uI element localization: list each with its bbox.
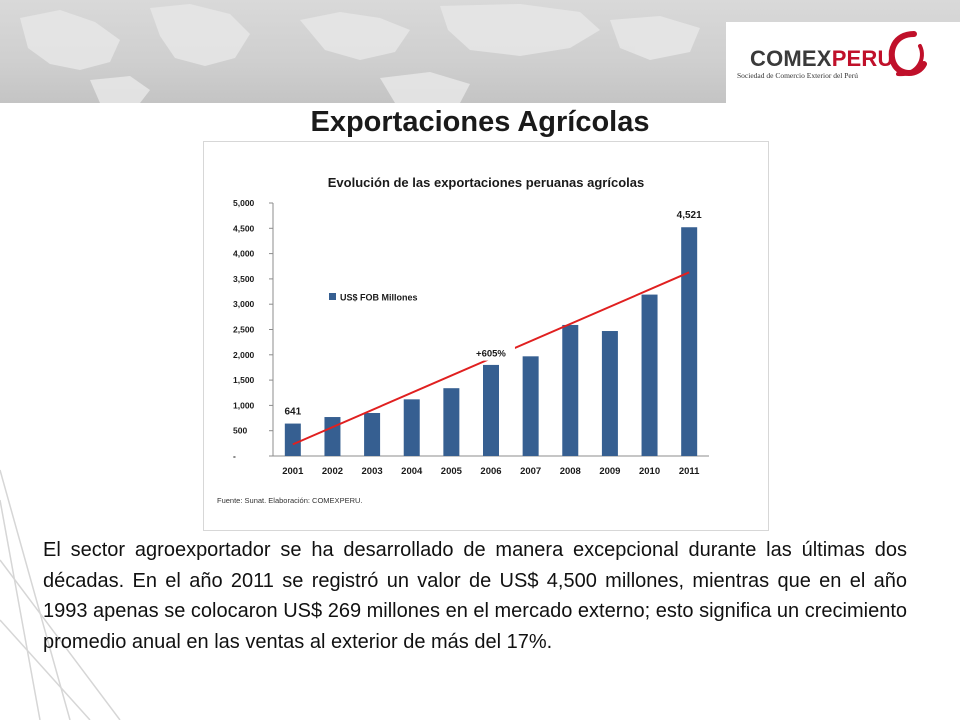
x-tick-label: 2006: [480, 466, 501, 477]
body-paragraph: El sector agroexportador se ha desarroll…: [43, 539, 907, 653]
bar-2002: [324, 417, 341, 456]
bar-2010: [641, 294, 658, 456]
y-tick-label: 2,000: [233, 350, 255, 360]
legend-label: US$ FOB Millones: [340, 293, 418, 303]
x-tick-label: 2011: [679, 466, 700, 477]
y-tick-label: 1,500: [233, 375, 255, 385]
data-label-2001: 641: [284, 407, 301, 418]
y-tick-label: 1,000: [233, 400, 255, 410]
y-axis: - 500 1,000 1,500 2,000 2,500 3,000 3,500 4,000 4…: [233, 198, 274, 461]
x-tick-label: 2001: [282, 466, 304, 477]
x-tick-label: 2003: [362, 466, 383, 477]
logo-accent-text: PERU: [831, 46, 894, 71]
chart-source-note: Fuente: Sunat. Elaboración: COMEXPERU.: [217, 496, 363, 505]
annotation-background: [466, 343, 515, 361]
chart-frame: [203, 141, 769, 531]
y-tick-label: 2,500: [233, 325, 255, 335]
x-tick-label: 2007: [520, 466, 541, 477]
x-tick-label: 2009: [599, 466, 620, 477]
logo-tagline: Sociedad de Comercio Exterior del Perú: [737, 71, 859, 80]
page-title: Exportaciones Agrícolas: [310, 106, 650, 138]
x-axis: 2001 2002 2003 2004 2005 2006 2007 2008 2009 2010…: [273, 455, 709, 477]
bar-2009: [601, 331, 618, 456]
y-tick-label: 500: [233, 426, 247, 436]
world-map-background: [20, 4, 700, 103]
comexperu-logo-wordmark: COMEXPERU: [750, 46, 894, 72]
comexperu-logo-icon: [888, 31, 927, 77]
bar-2003: [364, 412, 381, 456]
trend-line-group: +605%: [292, 271, 690, 446]
x-tick-label: 2005: [441, 466, 463, 477]
bar-2004: [403, 399, 420, 456]
y-tick-label: -: [233, 451, 236, 461]
y-tick-label: 4,500: [233, 223, 255, 233]
x-tick-label: 2008: [560, 466, 581, 477]
header-band: [0, 0, 960, 103]
y-tick-label: 3,500: [233, 274, 255, 284]
y-tick-label: 5,000: [233, 198, 255, 208]
y-tick-label: 4,000: [233, 249, 255, 259]
data-labels: 641 4,521: [284, 210, 702, 417]
y-tick-label: 3,000: [233, 299, 255, 309]
bar-chart: Evolución de las exportaciones peruanas …: [217, 175, 709, 505]
bar-2001: [284, 423, 301, 456]
legend-swatch: [329, 293, 336, 300]
growth-annotation: +605%: [476, 349, 506, 360]
data-label-2011: 4,521: [677, 210, 702, 221]
x-tick-label: 2002: [322, 466, 343, 477]
bar-2008: [562, 324, 579, 456]
bar-2007: [522, 356, 539, 456]
logo-primary-text: COMEX: [750, 46, 832, 71]
x-tick-label: 2010: [639, 466, 660, 477]
chart-title: Evolución de las exportaciones peruanas …: [328, 175, 644, 190]
x-tick-label: 2004: [401, 466, 423, 477]
bar-2005: [443, 388, 460, 456]
bar-2006: [483, 364, 499, 456]
chart-legend: US$ FOB Millones: [329, 293, 418, 303]
bar-2011: [681, 227, 698, 456]
bar-series: [284, 227, 698, 456]
